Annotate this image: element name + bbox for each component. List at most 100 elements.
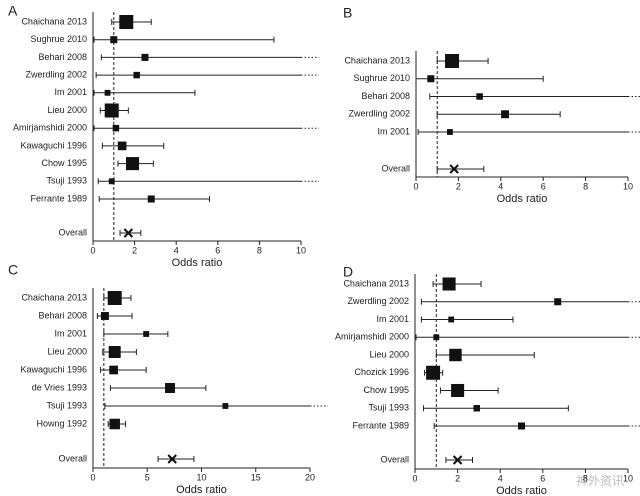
- effect-marker: [451, 383, 465, 398]
- effect-marker: [141, 53, 149, 61]
- overall-marker: [449, 164, 459, 174]
- x-tick-label: 10: [623, 181, 633, 191]
- x-axis-title: Odds ratio: [496, 485, 547, 496]
- panel-label: B: [343, 5, 352, 21]
- x-tick-label: 6: [541, 181, 546, 191]
- study-label: Tsuji 1993: [46, 400, 87, 410]
- effect-marker: [517, 422, 526, 430]
- effect-marker: [442, 277, 456, 291]
- study-label: Chaichana 2013: [21, 16, 87, 26]
- effect-marker: [109, 418, 120, 430]
- effect-marker: [433, 334, 440, 341]
- study-label: Chaichana 2013: [343, 278, 409, 288]
- study-label: Amirjamshidi 2000: [13, 123, 87, 133]
- x-axis-title: Odds ratio: [176, 484, 227, 496]
- study-label: Chow 1995: [363, 385, 409, 395]
- effect-marker: [107, 291, 122, 305]
- x-tick-label: 6: [540, 473, 545, 483]
- overall-marker: [167, 454, 177, 464]
- study-label: Tsuji 1993: [368, 403, 409, 413]
- study-label: Chaichana 2013: [344, 55, 410, 65]
- effect-marker: [143, 331, 150, 337]
- x-tick-label: 10: [296, 245, 306, 255]
- x-tick-label: 0: [90, 472, 95, 482]
- effect-marker: [445, 54, 460, 68]
- x-tick-label: 4: [498, 473, 503, 483]
- panel-label: C: [8, 262, 18, 278]
- effect-marker: [133, 71, 140, 79]
- effect-marker: [147, 195, 155, 203]
- study-label: Tsuji 1993: [46, 176, 87, 186]
- effect-marker: [104, 103, 119, 118]
- effect-marker: [427, 75, 435, 83]
- x-tick-label: 8: [583, 473, 588, 483]
- study-label: de Vries 1993: [32, 382, 87, 392]
- x-tick-label: 2: [456, 181, 461, 191]
- overall-label: Overall: [381, 163, 410, 173]
- study-label: Ferrante 1989: [352, 420, 409, 430]
- study-label: Im 2001: [376, 314, 409, 324]
- study-label: Lieu 2000: [369, 349, 409, 359]
- study-label: Kawaguchi 1996: [20, 364, 87, 374]
- effect-marker: [109, 365, 118, 375]
- effect-marker: [112, 124, 120, 132]
- study-label: Sughrue 2010: [30, 34, 87, 44]
- study-label: Lieu 2000: [47, 105, 87, 115]
- x-tick-label: 20: [305, 472, 315, 482]
- panel-label: A: [8, 3, 18, 19]
- x-tick-label: 15: [251, 472, 261, 482]
- study-label: Ferrante 1989: [30, 193, 87, 203]
- overall-label: Overall: [58, 453, 87, 463]
- study-label: Behari 2008: [361, 91, 410, 101]
- effect-marker: [446, 129, 453, 135]
- effect-marker: [125, 157, 140, 171]
- x-tick-label: 0: [412, 473, 417, 483]
- x-axis-title: Odds ratio: [497, 193, 548, 205]
- study-label: Chaichana 2013: [21, 292, 87, 302]
- study-label: Zwerdling 2002: [348, 109, 410, 119]
- effect-marker: [222, 403, 229, 409]
- effect-marker: [449, 348, 462, 362]
- study-label: Howng 1992: [36, 418, 87, 428]
- panel-label: D: [343, 264, 353, 280]
- x-tick-label: 0: [90, 245, 95, 255]
- study-label: Amirjamshidi 2000: [335, 332, 409, 342]
- effect-marker: [110, 36, 118, 44]
- effect-marker: [108, 178, 115, 185]
- overall-label: Overall: [58, 227, 87, 237]
- effect-marker: [501, 110, 509, 119]
- overall-label: Overall: [380, 454, 409, 464]
- study-label: Kawaguchi 1996: [20, 140, 87, 150]
- study-label: Chow 1995: [41, 158, 87, 168]
- effect-marker: [165, 383, 176, 393]
- x-tick-label: 8: [257, 245, 262, 255]
- study-label: Lieu 2000: [47, 346, 87, 356]
- effect-marker: [117, 141, 127, 151]
- study-label: Sughrue 2010: [353, 73, 410, 83]
- effect-marker: [108, 346, 121, 358]
- x-tick-label: 2: [132, 245, 137, 255]
- effect-marker: [100, 312, 109, 320]
- x-tick-label: 10: [623, 473, 633, 483]
- study-label: Zwerdling 2002: [347, 296, 409, 306]
- effect-marker: [476, 93, 483, 100]
- x-tick-label: 2: [455, 473, 460, 483]
- x-tick-label: 4: [174, 245, 179, 255]
- study-label: Im 2001: [54, 87, 87, 97]
- study-label: Zwerdling 2002: [25, 69, 87, 79]
- watermark: 神外资讯: [576, 474, 624, 488]
- overall-marker: [123, 228, 134, 238]
- x-tick-label: 4: [498, 181, 503, 191]
- x-tick-label: 8: [583, 181, 588, 191]
- overall-marker: [452, 455, 463, 465]
- study-label: Im 2001: [377, 126, 410, 136]
- study-label: Behari 2008: [38, 310, 87, 320]
- x-tick-label: 5: [145, 472, 150, 482]
- effect-marker: [426, 365, 441, 380]
- x-axis-title: Odds ratio: [172, 257, 223, 269]
- effect-marker: [119, 15, 134, 29]
- effect-marker: [473, 405, 481, 412]
- effect-marker: [104, 89, 111, 96]
